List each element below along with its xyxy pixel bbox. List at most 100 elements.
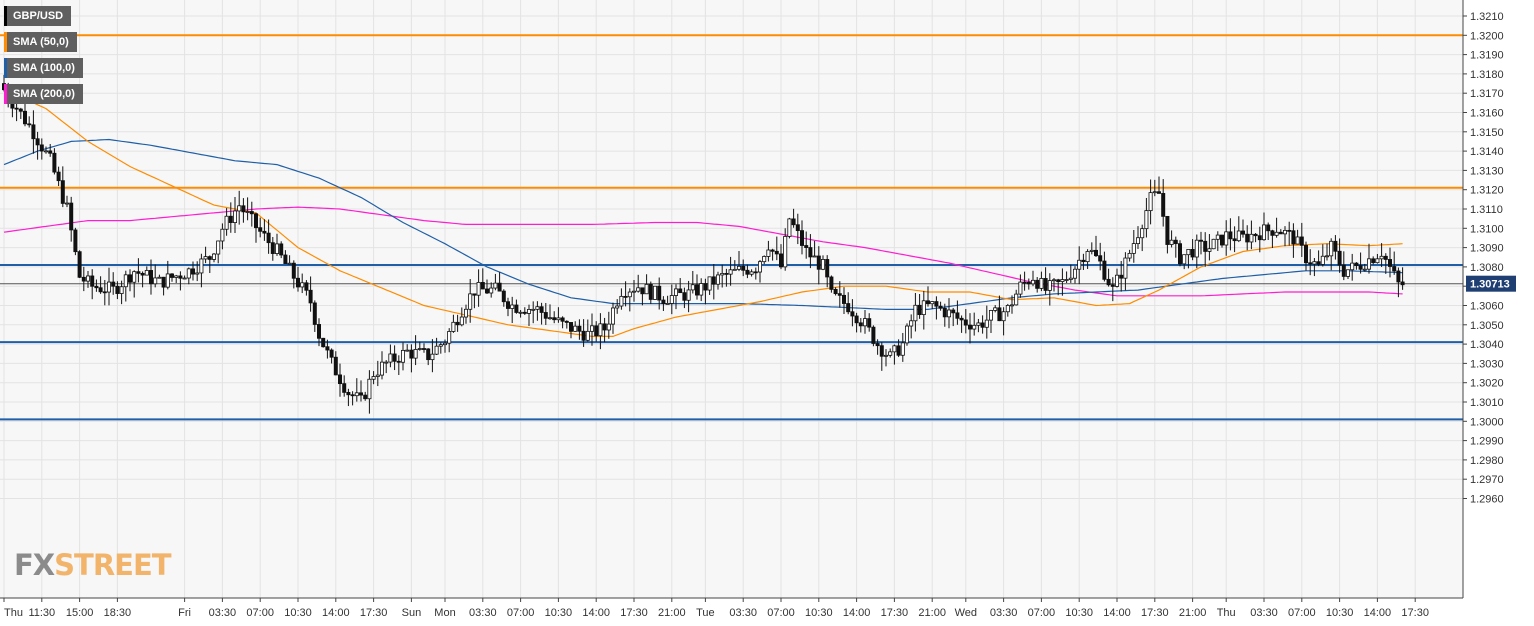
candle-body	[531, 308, 536, 311]
candle-body	[102, 291, 107, 294]
candle-body	[1400, 281, 1405, 286]
x-tick-label: 07:00	[1288, 607, 1316, 619]
candle-body	[1119, 274, 1124, 279]
candle-body	[400, 349, 405, 363]
candle-body	[1249, 233, 1254, 243]
candle	[527, 304, 532, 327]
candle-body	[392, 353, 397, 362]
candle	[1127, 249, 1132, 262]
x-tick-label: 14:00	[1364, 607, 1392, 619]
candle	[1081, 253, 1086, 270]
candle	[762, 255, 767, 265]
legend-swatch	[4, 58, 7, 78]
candle	[1199, 231, 1204, 255]
candle	[199, 253, 204, 288]
candle-body	[421, 348, 426, 350]
candle-body	[816, 255, 821, 270]
candle	[1367, 243, 1372, 274]
x-tick-label: 10:30	[1065, 607, 1093, 619]
candle	[451, 314, 456, 333]
candle	[879, 342, 884, 371]
candle	[178, 271, 183, 291]
candle	[1089, 242, 1094, 255]
candle	[1236, 216, 1241, 243]
candle-body	[695, 284, 700, 296]
candle-body	[186, 268, 191, 279]
candle-body	[825, 259, 830, 278]
candle-body	[800, 230, 805, 246]
candle-body	[963, 319, 968, 326]
candle-body	[413, 349, 418, 359]
candle-body	[896, 345, 901, 356]
candle	[1173, 236, 1178, 258]
candle	[505, 297, 510, 317]
candle-body	[1392, 266, 1397, 272]
candle	[1379, 243, 1384, 267]
candle	[758, 260, 763, 283]
candle-body	[94, 285, 99, 289]
candle	[1123, 252, 1128, 291]
candle	[980, 315, 985, 334]
candle	[396, 355, 401, 376]
candle-body	[1266, 224, 1271, 232]
candle-body	[783, 236, 788, 268]
candle	[1182, 254, 1187, 270]
candle-body	[1228, 231, 1233, 240]
candle	[976, 318, 981, 333]
candle-body	[842, 294, 847, 304]
candle	[493, 273, 498, 291]
candle-body	[316, 324, 321, 339]
legend-swatch	[4, 6, 7, 26]
candle-body	[745, 269, 750, 275]
candle	[165, 260, 170, 290]
candle-body	[1295, 236, 1300, 245]
candle-body	[888, 351, 893, 356]
candle	[1257, 226, 1262, 253]
candle	[653, 285, 658, 300]
candle	[984, 305, 989, 339]
y-tick-label: 1.3190	[1470, 50, 1504, 62]
candle-body	[905, 325, 910, 344]
y-tick-label: 1.3010	[1470, 397, 1504, 409]
candle-body	[1056, 279, 1061, 282]
candle	[871, 325, 876, 347]
candle	[611, 302, 616, 334]
candle-body	[741, 265, 746, 271]
candle-body	[1165, 215, 1170, 245]
candle-body	[1098, 255, 1103, 262]
x-tick-label: 03:30	[990, 607, 1018, 619]
candle	[1098, 242, 1103, 271]
candle-body	[111, 281, 116, 287]
candle	[837, 281, 842, 308]
candle	[1320, 244, 1325, 267]
candle-body	[615, 305, 620, 309]
x-tick-label: Sun	[402, 607, 422, 619]
candle	[1035, 277, 1040, 293]
candle	[518, 310, 523, 318]
candle	[552, 311, 557, 324]
y-tick-label: 1.3130	[1470, 165, 1504, 177]
candle	[417, 341, 422, 351]
candle	[791, 208, 796, 228]
candle	[594, 321, 599, 342]
candle-body	[367, 378, 372, 400]
candle-body	[1031, 279, 1036, 285]
candle	[1102, 251, 1107, 282]
candle	[375, 360, 380, 387]
candle-body	[892, 345, 897, 353]
y-tick-label: 1.3100	[1470, 223, 1504, 235]
candle-body	[375, 374, 380, 377]
candle-body	[921, 300, 926, 316]
candle-body	[18, 108, 23, 112]
candle-body	[665, 303, 670, 305]
candle-body	[913, 304, 918, 322]
candle	[119, 280, 124, 305]
candle	[111, 272, 116, 295]
candle	[426, 348, 431, 366]
candle	[35, 131, 40, 160]
candle	[1358, 252, 1363, 274]
candle	[615, 299, 620, 314]
candle-body	[1283, 229, 1288, 235]
x-tick-label: 15:00	[66, 607, 94, 619]
candle-body	[35, 138, 40, 146]
